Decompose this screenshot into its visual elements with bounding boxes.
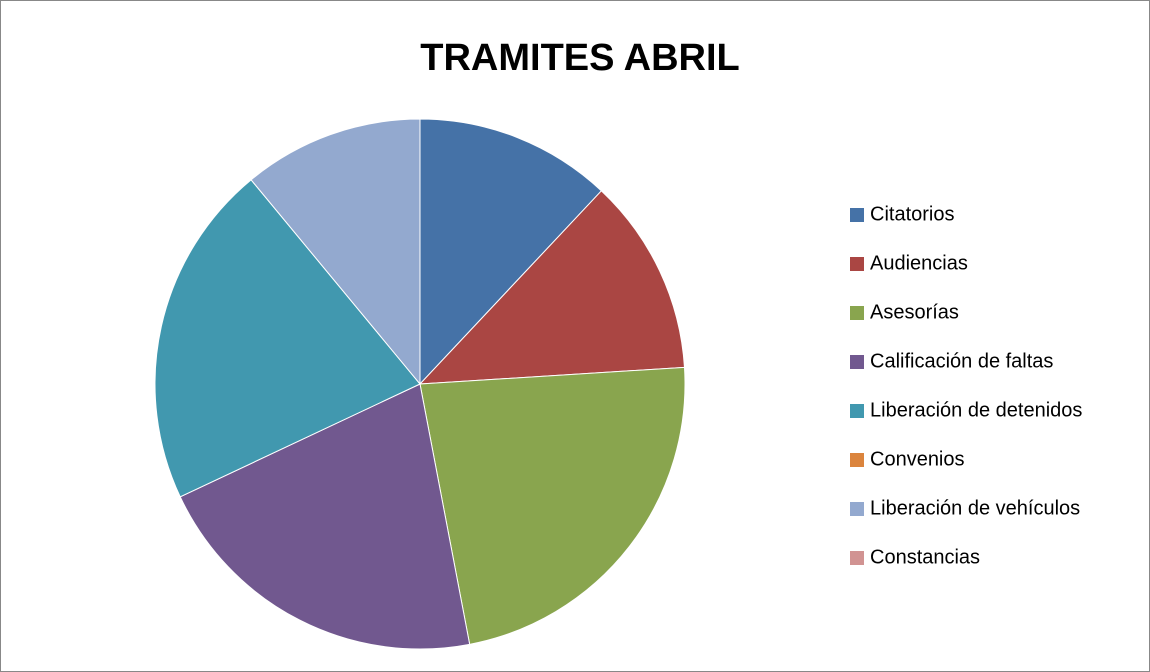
legend-swatch xyxy=(850,306,864,320)
legend-swatch xyxy=(850,502,864,516)
legend-label: Calificación de faltas xyxy=(870,350,1053,372)
legend-label: Convenios xyxy=(870,448,965,470)
legend-label: Constancias xyxy=(870,546,980,568)
pie-slice xyxy=(250,118,421,386)
legend-swatch xyxy=(850,355,864,369)
legend-swatch xyxy=(850,404,864,418)
legend-swatch xyxy=(850,551,864,565)
pie-slice xyxy=(418,190,686,385)
pie-slice xyxy=(419,366,686,645)
legend-label: Liberación de detenidos xyxy=(870,399,1082,421)
legend-label: Citatorios xyxy=(870,203,954,225)
chart-title: TRAMITES ABRIL xyxy=(420,37,739,79)
pie-slice xyxy=(419,118,603,386)
pie-slice xyxy=(154,179,421,498)
legend-label: Asesorías xyxy=(870,301,959,323)
legend-label: Audiencias xyxy=(870,252,968,274)
legend-swatch xyxy=(850,208,864,222)
legend-swatch xyxy=(850,257,864,271)
legend-swatch xyxy=(850,453,864,467)
pie-slice xyxy=(179,383,471,650)
legend-label: Liberación de vehículos xyxy=(870,497,1080,519)
